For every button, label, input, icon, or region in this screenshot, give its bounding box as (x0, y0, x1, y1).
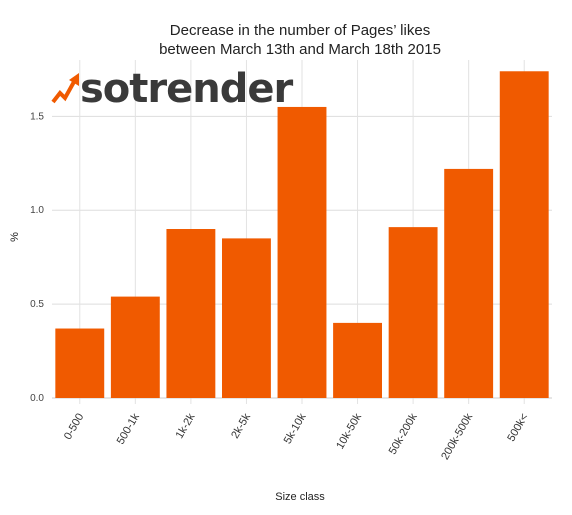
x-tick-label: 2k-5k (229, 411, 253, 441)
chart-title-line-2: between March 13th and March 18th 2015 (159, 41, 441, 58)
x-tick-label: 1k-2k (174, 411, 198, 441)
bar-500k< (499, 71, 549, 399)
x-tick-label: 5k-10k (282, 411, 309, 446)
x-tick-label: 500-1k (115, 411, 142, 447)
bar-10k-50k (333, 322, 382, 398)
y-axis-title: % (9, 232, 21, 242)
sotrender-logo: sotrender (51, 66, 295, 112)
logo-text: sotrender (80, 66, 294, 112)
x-tick-label: 10k-50k (334, 411, 364, 451)
bar-500-1k (110, 296, 160, 398)
bar-0-500 (55, 328, 105, 398)
y-tick-label: 1.0 (30, 205, 44, 216)
y-tick-label: 1.5 (30, 111, 44, 122)
x-tick-label: 50k-200k (387, 411, 420, 457)
rising-arrow-icon (51, 73, 79, 104)
bar-50k-200k (388, 227, 438, 398)
x-tick-label: 200k-500k (439, 411, 475, 462)
bar-5k-10k (277, 106, 327, 398)
bar-200k-500k (444, 168, 494, 398)
x-tick-label: 500k< (505, 412, 531, 444)
y-tick-label: 0.5 (30, 299, 44, 310)
bar-1k-2k (166, 229, 216, 398)
x-axis-ticks: 0-500 500-1k 1k-2k 2k-5k 5k-10k 10k-50k 50k-20… (62, 411, 531, 462)
x-axis-title: Size class (275, 491, 325, 503)
bar-2k-5k (222, 238, 271, 398)
chart-title-line-1: Decrease in the number of Pages’ likes (170, 22, 430, 39)
y-axis-ticks: 0.0 0.5 1.0 1.5 (30, 111, 44, 404)
y-tick-label: 0.0 (30, 393, 44, 404)
x-tick-label: 0-500 (62, 412, 86, 442)
bars (55, 71, 549, 399)
